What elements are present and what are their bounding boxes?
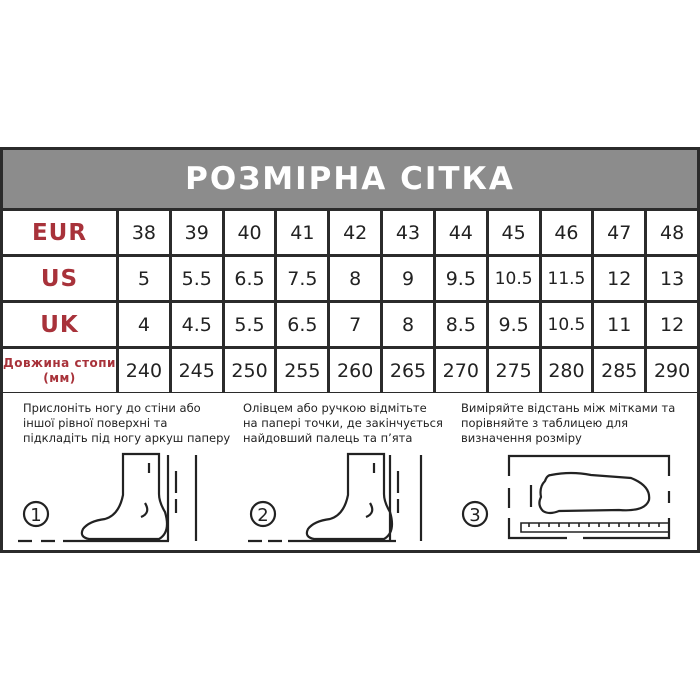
size-cell: 41	[277, 211, 328, 254]
size-cell: 48	[647, 211, 697, 254]
size-cell: 11.5	[541, 257, 592, 300]
foot-top-view	[529, 471, 651, 515]
size-cell: 6.5	[224, 257, 275, 300]
size-cell: 4.5	[171, 303, 222, 346]
floor-and-wall-lines	[248, 455, 423, 543]
size-cell: 13	[647, 257, 697, 300]
step-3-illustration: 3	[461, 454, 671, 540]
size-cell: 270	[435, 349, 486, 392]
step-3-number: 3	[469, 505, 480, 526]
size-cell: 5.5	[224, 303, 275, 346]
step-2-number-circle	[249, 500, 277, 528]
size-cell: 44	[435, 211, 486, 254]
size-cell: 6.5	[277, 303, 328, 346]
size-cell: 275	[488, 349, 539, 392]
foot-illustrations: 1 2 3	[18, 452, 671, 543]
chart-title: РОЗМІРНА СІТКА	[3, 150, 697, 208]
size-cell: 7.5	[277, 257, 328, 300]
size-cell: 285	[594, 349, 645, 392]
size-cell: 280	[541, 349, 592, 392]
size-cell: 47	[594, 211, 645, 254]
size-cell: 265	[383, 349, 433, 392]
size-cell: 4	[119, 303, 169, 346]
paper-sheet-outline	[507, 454, 671, 540]
foot-outline	[305, 452, 394, 541]
step-2-text: Олівцем або ручкою відмітьте на папері т…	[243, 401, 443, 445]
row-label: Довжина стопи (мм)	[3, 349, 116, 392]
step-2-illustration: 2	[248, 452, 423, 543]
row-label: UK	[3, 303, 116, 346]
step-2-number: 2	[257, 505, 268, 526]
step-1-text: Прислоніть ногу до стіни або іншої рівно…	[23, 401, 231, 445]
size-cell: 7	[330, 303, 381, 346]
size-cell: 5.5	[171, 257, 222, 300]
size-cell: 5	[119, 257, 169, 300]
ankle-marks	[140, 463, 151, 519]
step-1-number-circle	[22, 500, 50, 528]
size-cell: 290	[647, 349, 697, 392]
size-cell: 10.5	[488, 257, 539, 300]
size-cell: 9	[383, 257, 433, 300]
step-1-number: 1	[30, 505, 41, 526]
size-cell: 260	[330, 349, 381, 392]
size-cell: 9.5	[488, 303, 539, 346]
size-cell: 245	[171, 349, 222, 392]
row-label: EUR	[3, 211, 116, 254]
size-cell: 9.5	[435, 257, 486, 300]
size-cell: 38	[119, 211, 169, 254]
size-cell: 40	[224, 211, 275, 254]
foot-outline	[80, 452, 169, 541]
size-cell: 12	[594, 257, 645, 300]
size-cell: 46	[541, 211, 592, 254]
size-table: EUR 38 39 40 41 42 43 44 45 46 47 48 US 5 5.5 6.5 7.5 8 9 9…	[3, 211, 697, 392]
size-cell: 8.5	[435, 303, 486, 346]
floor-and-wall-lines	[18, 455, 198, 543]
size-chart: РОЗМІРНА СІТКА EUR 38 39 40 41 42 43 44 45 46 47 48…	[0, 147, 700, 553]
ankle-marks	[365, 463, 376, 519]
ruler	[520, 522, 670, 533]
measurement-instructions: Прислоніть ногу до стіни або іншої рівно…	[3, 393, 697, 550]
step-3-number-circle	[461, 500, 489, 528]
size-cell: 12	[647, 303, 697, 346]
size-cell: 11	[594, 303, 645, 346]
size-cell: 43	[383, 211, 433, 254]
size-cell: 8	[383, 303, 433, 346]
step-1-illustration: 1	[18, 452, 198, 543]
size-cell: 39	[171, 211, 222, 254]
size-cell: 250	[224, 349, 275, 392]
step-3-text: Виміряйте відстань між мітками та порівн…	[461, 401, 676, 445]
size-cell: 8	[330, 257, 381, 300]
size-cell: 45	[488, 211, 539, 254]
size-cell: 10.5	[541, 303, 592, 346]
size-cell: 240	[119, 349, 169, 392]
size-cell: 255	[277, 349, 328, 392]
size-cell: 42	[330, 211, 381, 254]
row-label: US	[3, 257, 116, 300]
